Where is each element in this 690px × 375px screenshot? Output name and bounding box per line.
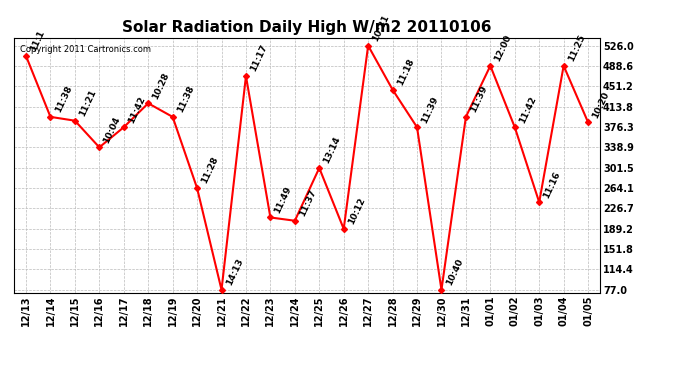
- Text: 10:40: 10:40: [444, 257, 464, 287]
- Text: 11:18: 11:18: [395, 57, 415, 87]
- Text: 10:28: 10:28: [151, 71, 171, 100]
- Text: 11:42: 11:42: [126, 94, 147, 124]
- Text: 11:1: 11:1: [29, 29, 46, 53]
- Text: 11:17: 11:17: [248, 44, 269, 74]
- Text: 10:31: 10:31: [371, 13, 391, 43]
- Text: 11:38: 11:38: [175, 84, 196, 114]
- Text: 11:42: 11:42: [518, 94, 538, 124]
- Text: 14:13: 14:13: [224, 257, 244, 287]
- Text: 11:21: 11:21: [78, 88, 98, 118]
- Text: 12:00: 12:00: [493, 33, 513, 63]
- Text: 11:39: 11:39: [420, 94, 440, 124]
- Text: 11:16: 11:16: [542, 170, 562, 200]
- Text: 13:14: 13:14: [322, 135, 342, 165]
- Text: 10:20: 10:20: [591, 90, 611, 120]
- Title: Solar Radiation Daily High W/m2 20110106: Solar Radiation Daily High W/m2 20110106: [122, 20, 492, 35]
- Text: 11:38: 11:38: [53, 84, 74, 114]
- Text: 11:39: 11:39: [469, 84, 489, 114]
- Text: 11:25: 11:25: [566, 33, 586, 63]
- Text: 10:04: 10:04: [102, 115, 122, 144]
- Text: 11:37: 11:37: [297, 188, 318, 218]
- Text: 11:49: 11:49: [273, 185, 293, 215]
- Text: 10:12: 10:12: [346, 196, 366, 226]
- Text: Copyright 2011 Cartronics.com: Copyright 2011 Cartronics.com: [19, 45, 150, 54]
- Text: 11:28: 11:28: [200, 156, 220, 185]
